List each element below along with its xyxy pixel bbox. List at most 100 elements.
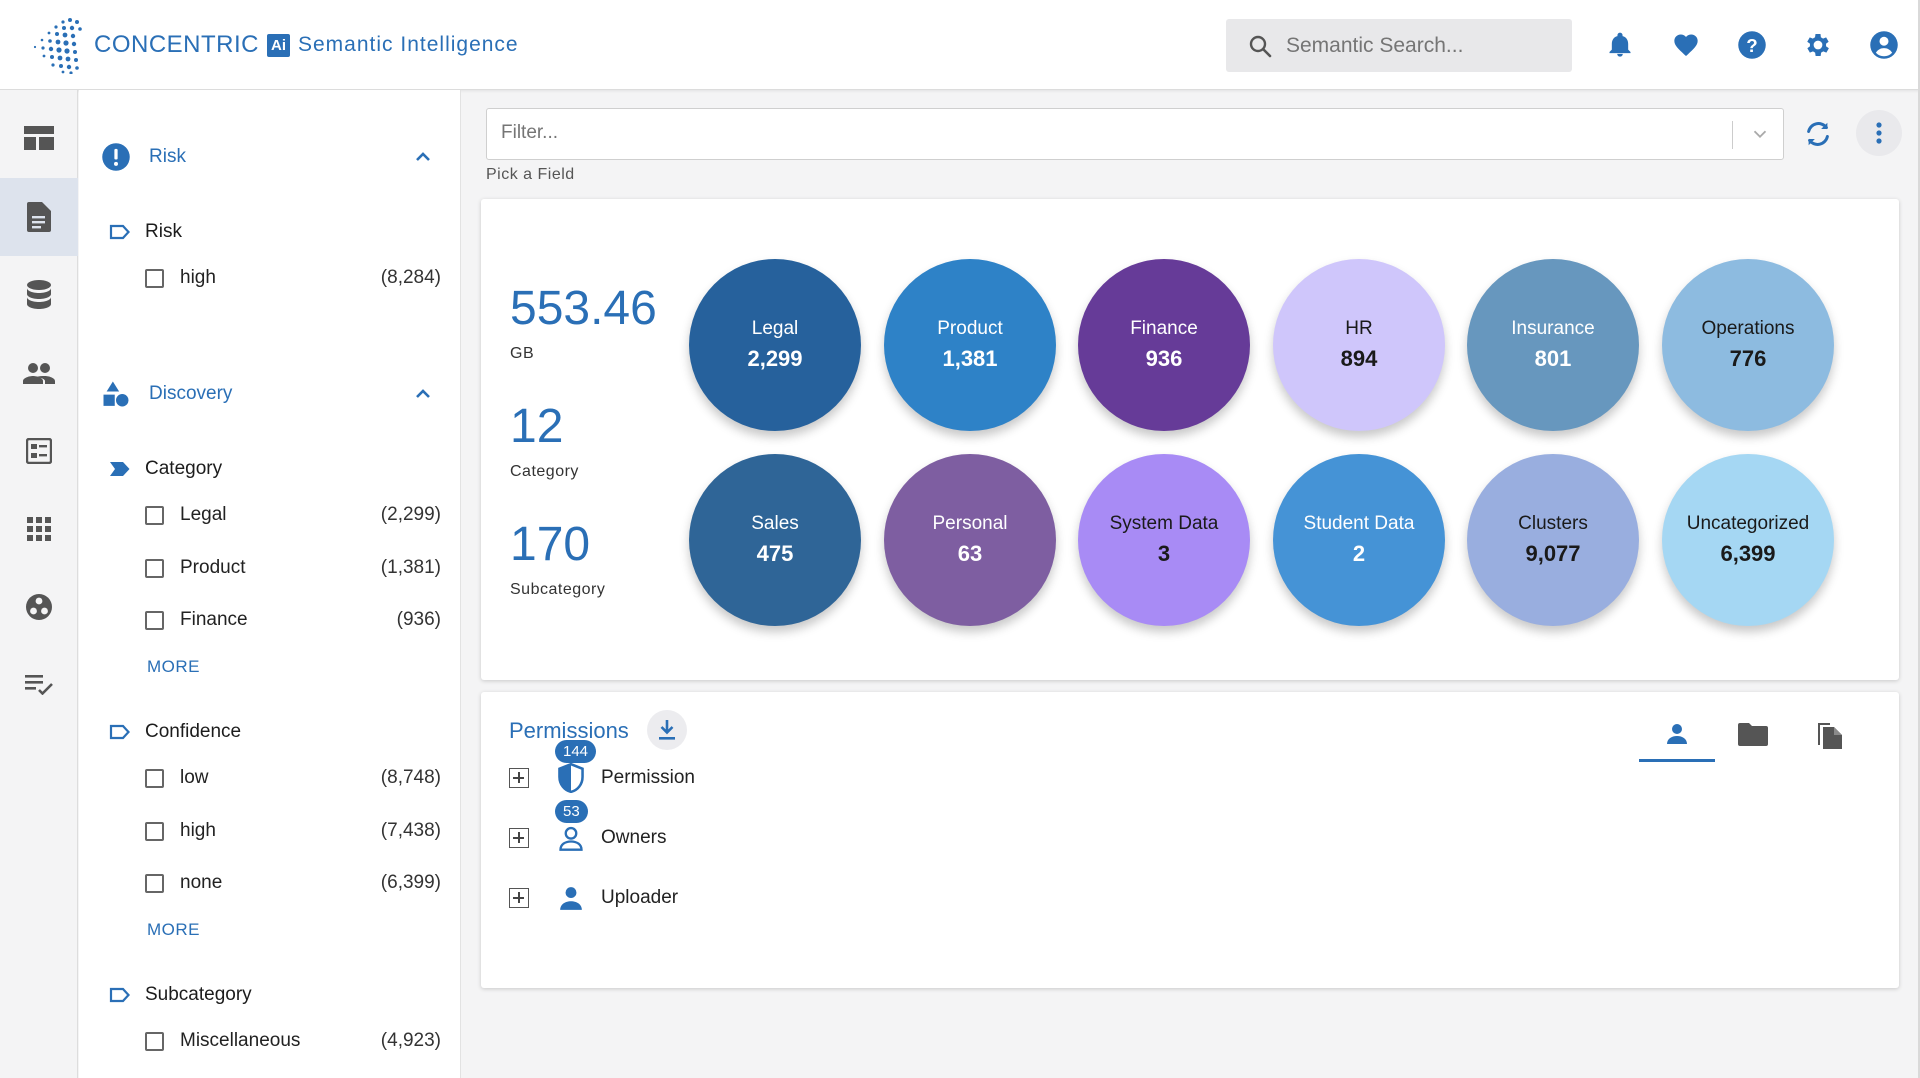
confidence-more-link[interactable]: MORE [147,920,200,939]
permission-row[interactable]: 144 Permission [509,740,695,798]
dashboard-icon[interactable] [0,99,78,177]
filter-hint: Pick a Field [486,166,575,183]
category-bubble-student-data[interactable]: Student Data 2 [1273,454,1445,626]
bubble-value: 776 [1729,346,1767,371]
heart-icon[interactable] [1669,28,1703,62]
facet-label: low [180,767,209,788]
category-bubble-personal[interactable]: Personal 63 [884,454,1056,626]
concentric-logo[interactable]: CONCENTRIC Ai Semantic Intelligence [30,16,519,74]
brand-subtitle: Semantic Intelligence [298,33,519,56]
nav-rail [0,90,78,1078]
account-icon[interactable] [1867,28,1901,62]
risk-group-header[interactable]: Risk [109,217,182,247]
facet-row-none[interactable]: none (6,399) [145,868,441,898]
chevron-up-icon[interactable] [411,145,435,169]
chevron-down-icon[interactable] [1749,123,1771,145]
category-count-label: Category [510,463,579,480]
owners-row[interactable]: 53 Owners [509,800,667,858]
facet-count: (6,399) [380,872,441,893]
category-more-link[interactable]: MORE [147,657,200,676]
document-icon[interactable] [0,178,78,256]
category-bubble-uncategorized[interactable]: Uncategorized 6,399 [1662,454,1834,626]
owners-label: Owners [601,827,667,848]
app-header: CONCENTRIC Ai Semantic Intelligence ? [0,0,1920,90]
bubble-name: Sales [751,513,799,534]
label-outline-icon [109,224,130,240]
facet-row-product[interactable]: Product (1,381) [145,553,441,583]
checkbox[interactable] [145,821,164,841]
tasks-icon[interactable] [0,646,78,724]
svg-text:?: ? [1746,35,1757,56]
category-group-title: Category [145,458,223,479]
category-bubble-operations[interactable]: Operations 776 [1662,259,1834,431]
chevron-up-icon[interactable] [411,382,435,406]
risk-section-header[interactable]: Risk [101,137,441,177]
facet-count: (8,748) [380,767,441,788]
facet-row-low[interactable]: low (8,748) [145,763,441,793]
user-tab-icon[interactable] [1639,714,1715,754]
filter-input[interactable] [501,122,1601,144]
category-bubble-sales[interactable]: Sales 475 [689,454,861,626]
uploader-row[interactable]: Uploader [509,878,678,918]
checkbox[interactable] [145,1031,164,1051]
checkbox[interactable] [145,268,164,288]
database-icon[interactable] [0,256,78,334]
semantic-search-input[interactable] [1286,33,1546,58]
facet-row-miscellaneous[interactable]: Miscellaneous (4,923) [145,1026,441,1056]
files-tab-icon[interactable] [1792,714,1868,754]
checkbox[interactable] [145,768,164,788]
discovery-section-header[interactable]: Discovery [101,374,441,414]
facet-label: high [180,820,216,841]
category-bubble-product[interactable]: Product 1,381 [884,259,1056,431]
refresh-icon[interactable] [1800,116,1836,152]
category-bubble-insurance[interactable]: Insurance 801 [1467,259,1639,431]
bubble-value: 475 [756,541,794,566]
integrations-icon[interactable] [0,568,78,646]
download-icon[interactable] [647,710,687,750]
confidence-group-header[interactable]: Confidence [109,717,241,747]
more-options-icon[interactable] [1856,110,1902,156]
bubble-name: Personal [932,513,1008,534]
facet-label: Miscellaneous [180,1030,301,1051]
permissions-card: Permissions 144 Permission 53 Owners Upl… [481,692,1899,988]
semantic-search-box[interactable] [1226,19,1572,72]
facet-row-finance[interactable]: Finance (936) [145,605,441,635]
bubble-name: HR [1345,318,1373,339]
facet-row-legal[interactable]: Legal (2,299) [145,500,441,530]
category-bubble-finance[interactable]: Finance 936 [1078,259,1250,431]
folder-tab-icon[interactable] [1715,714,1791,754]
checkbox[interactable] [145,873,164,893]
settings-icon[interactable] [1801,28,1835,62]
category-bubble-system-data[interactable]: System Data 3 [1078,454,1250,626]
expand-plus-icon[interactable] [509,768,529,788]
permission-count-badge: 144 [555,740,597,763]
facet-label: Product [180,557,246,578]
checkbox[interactable] [145,610,164,630]
category-bubble-clusters[interactable]: Clusters 9,077 [1467,454,1639,626]
checkbox[interactable] [145,505,164,525]
bubble-value: 1,381 [942,346,998,371]
bell-icon[interactable] [1603,28,1637,62]
help-icon[interactable]: ? [1735,28,1769,62]
bubble-value: 894 [1340,346,1378,371]
bubble-value: 63 [957,541,983,566]
category-bubble-legal[interactable]: Legal 2,299 [689,259,861,431]
label-outline-icon [109,987,130,1003]
report-icon[interactable] [0,412,78,490]
uploader-label: Uploader [601,887,679,908]
filter-field[interactable] [486,108,1784,160]
checkbox[interactable] [145,558,164,578]
category-overview-card: 553.46 GB 12 Category 170 Subcategory Le… [481,199,1899,680]
expand-plus-icon[interactable] [509,828,529,848]
confidence-group-title: Confidence [145,721,242,742]
users-icon[interactable] [0,334,78,412]
apps-icon[interactable] [0,490,78,568]
facet-row-high[interactable]: high (7,438) [145,816,441,846]
facet-row-risk-high[interactable]: high (8,284) [145,263,441,293]
subcategory-group-header[interactable]: Subcategory [109,980,252,1010]
expand-plus-icon[interactable] [509,888,529,908]
category-bubble-hr[interactable]: HR 894 [1273,259,1445,431]
category-group-header[interactable]: Category [109,454,222,484]
facet-label: Legal [180,504,227,525]
bubble-value: 936 [1145,346,1183,371]
